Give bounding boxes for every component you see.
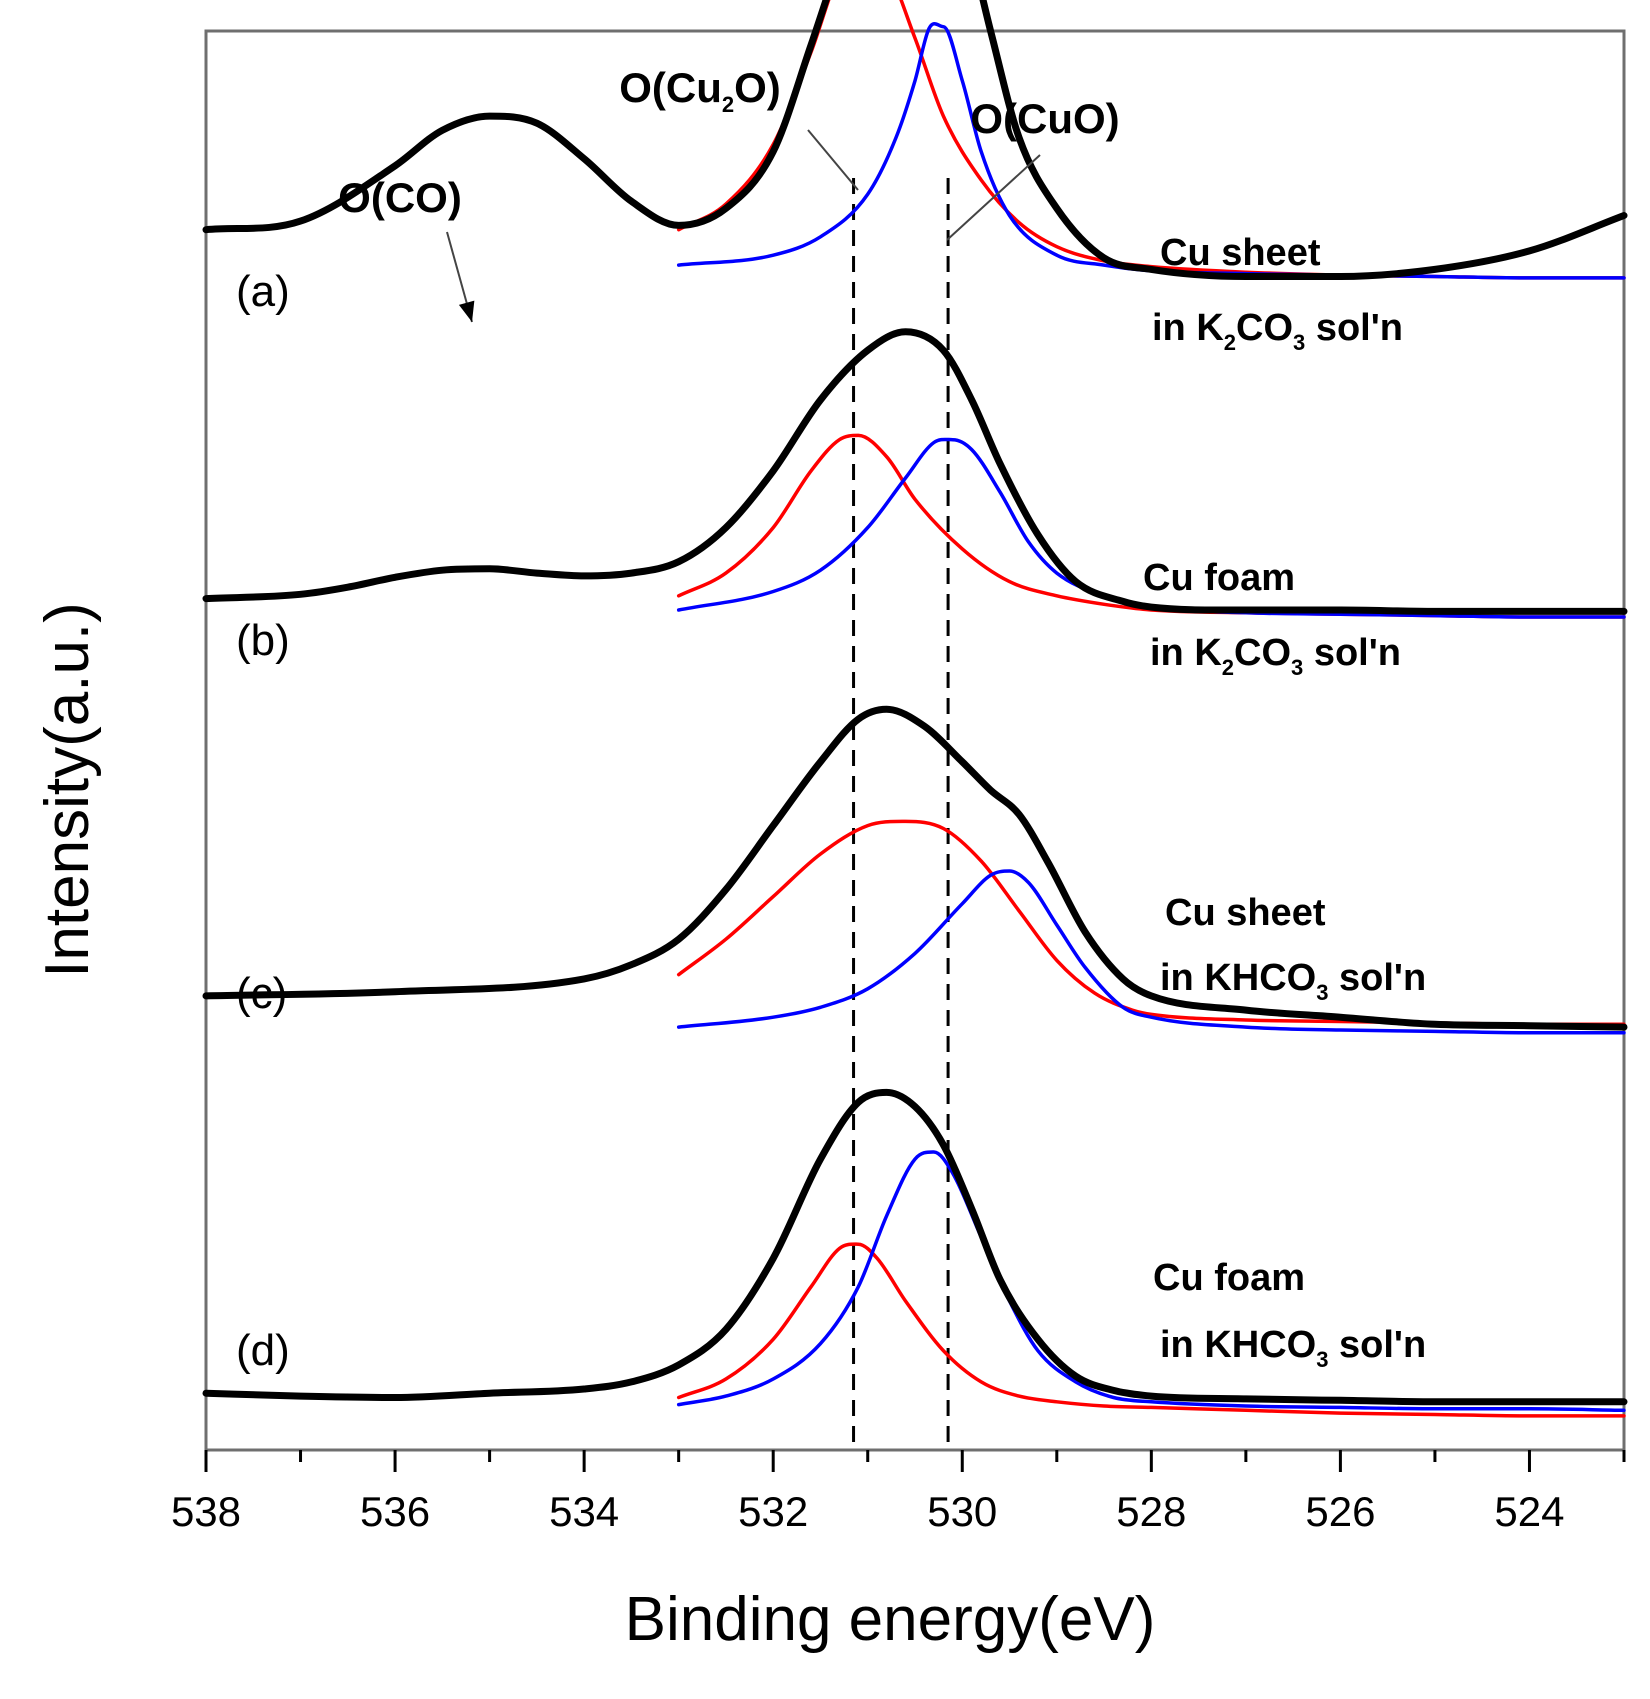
annotation-ocu2o: O(Cu2O) (619, 64, 781, 117)
series-group (202, 0, 1628, 1418)
x-tick-label: 534 (549, 1488, 619, 1535)
solution-label: in KHCO3 sol'n (1160, 1324, 1426, 1372)
series-envelope-line (202, 705, 1628, 1031)
panel-c-series (202, 705, 1628, 1035)
annotation-leader-line (807, 129, 859, 191)
panel-d-series (202, 1088, 1628, 1418)
y-axis-title: Intensity(a.u.) (33, 602, 102, 978)
annotation-arrowhead (458, 300, 475, 322)
series-ocuo-line (676, 22, 1626, 280)
plot-frame (204, 29, 1626, 1452)
panel-label: (c) (236, 969, 287, 1018)
panel-label: (d) (236, 1326, 290, 1375)
sample-label: Cu sheet (1165, 892, 1326, 934)
panel-label: (b) (236, 616, 290, 665)
annotation-leader-line (946, 154, 1041, 241)
sample-label: Cu foam (1143, 557, 1295, 599)
x-tick-label: 530 (927, 1488, 997, 1535)
panel-labels: (a) Cu sheet in K2CO3 sol'n (b) Cu foam in K2… (236, 232, 1426, 1375)
x-axis-title: Binding energy(eV) (625, 1585, 1156, 1654)
series-ocuo-line (676, 437, 1626, 619)
annotation-ocuo: O(CuO) (970, 95, 1119, 142)
x-tick-label: 526 (1305, 1488, 1375, 1535)
series-envelope-line (202, 1088, 1628, 1406)
series-envelope-line (202, 328, 1628, 615)
series-ocuo-line (676, 869, 1626, 1035)
x-tick-label: 528 (1116, 1488, 1186, 1535)
panel-label: (a) (236, 267, 290, 316)
annotations: O(CO) O(Cu2O) O(CuO) (338, 64, 1120, 323)
x-tick-label: 532 (738, 1488, 808, 1535)
series-ocu2o-line (676, 1242, 1626, 1418)
solution-label: in KHCO3 sol'n (1160, 957, 1426, 1005)
panel-b-series (202, 328, 1628, 619)
x-axis: 538 536 534 532 530 528 526 524 (171, 1450, 1626, 1535)
x-tick-label: 524 (1494, 1488, 1564, 1535)
sample-label: Cu sheet (1160, 232, 1321, 274)
series-envelope-line (202, 0, 1628, 281)
x-tick-label: 536 (360, 1488, 430, 1535)
sample-label: Cu foam (1153, 1257, 1305, 1299)
annotation-oco: O(CO) (338, 174, 462, 221)
series-ocuo-line (676, 1150, 1626, 1413)
solution-label: in K2CO3 sol'n (1152, 307, 1403, 355)
x-tick-label: 538 (171, 1488, 241, 1535)
solution-label: in K2CO3 sol'n (1150, 632, 1401, 680)
reference-lines (852, 178, 950, 1450)
panel-a-series (202, 0, 1628, 281)
